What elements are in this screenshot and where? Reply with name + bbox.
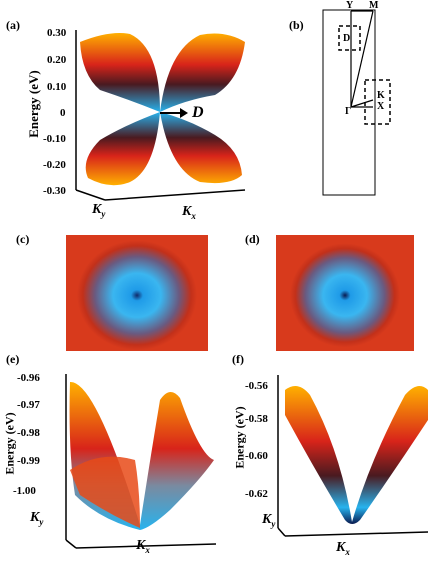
panel-a-ky: Ky	[92, 202, 105, 219]
panel-a-ytick: -0.20	[43, 159, 66, 171]
panel-a-label: (a)	[6, 18, 20, 32]
panel-a-ytick: 0	[60, 107, 66, 119]
panel-e-ytick: -0.99	[17, 455, 40, 467]
panel-f-ky: Ky	[262, 512, 275, 529]
panel-a-ytick: 0.10	[47, 81, 67, 93]
bz-point-Gamma: Γ	[345, 106, 352, 117]
panel-e-ytick: -0.96	[17, 372, 40, 384]
bz-point-X: X	[377, 101, 385, 112]
panel-f-ytick: -0.62	[245, 488, 268, 500]
panel-f-kx-text: K	[336, 540, 346, 555]
panel-b-label: (b)	[289, 18, 304, 32]
panel-d-label: (d)	[245, 232, 260, 246]
panel-e-ky-sub: y	[39, 516, 44, 527]
panel-a-kx-text: K	[182, 204, 192, 219]
panel-d-heatmap	[276, 235, 414, 351]
bz-point-Y: Y	[346, 0, 354, 11]
panel-e-ytick: -0.98	[17, 427, 40, 439]
panel-c-heatmap	[66, 235, 208, 351]
panel-f-ky-sub: y	[271, 518, 276, 529]
panel-a-ytick: 0.20	[47, 54, 67, 66]
bz-point-M: M	[369, 0, 379, 11]
panel-a-ytick: -0.10	[43, 133, 66, 145]
panel-a-ytick: 0.30	[47, 27, 67, 39]
panel-a-ytick: -0.30	[43, 185, 66, 197]
panel-a-kx-sub: x	[191, 210, 196, 221]
panel-a-ky-text: K	[92, 202, 102, 217]
bz-point-D: D	[343, 33, 351, 44]
panel-f-ky-text: K	[262, 512, 272, 527]
upper-cone	[80, 33, 245, 112]
panel-c-label: (c)	[16, 232, 30, 246]
bz-point-K: K	[377, 90, 385, 101]
panel-e-ky: Ky	[30, 510, 43, 527]
panel-e-label: (e)	[6, 352, 20, 366]
panel-e-ytick: -0.97	[17, 399, 40, 411]
panel-e-ytick: -1.00	[13, 485, 36, 497]
panel-f-label: (f)	[232, 352, 244, 366]
panel-f-ytick: -0.56	[245, 380, 268, 392]
panel-f-ytick: -0.60	[245, 450, 268, 462]
panel-f-ytick: -0.58	[245, 413, 268, 425]
panel-e-ky-text: K	[30, 510, 40, 525]
panel-e-kx-sub: x	[145, 544, 150, 555]
panel-f-kx: Kx	[336, 540, 350, 557]
panel-f-kx-sub: x	[345, 546, 350, 557]
panel-e-kx-text: K	[136, 538, 146, 553]
panel-e-kx: Kx	[136, 538, 150, 555]
lower-cone	[85, 112, 242, 186]
dirac-point-label: D	[192, 104, 204, 121]
panel-a-kx: Kx	[182, 204, 196, 221]
panel-f-cone	[285, 386, 428, 524]
panel-a-ky-sub: y	[101, 208, 106, 219]
